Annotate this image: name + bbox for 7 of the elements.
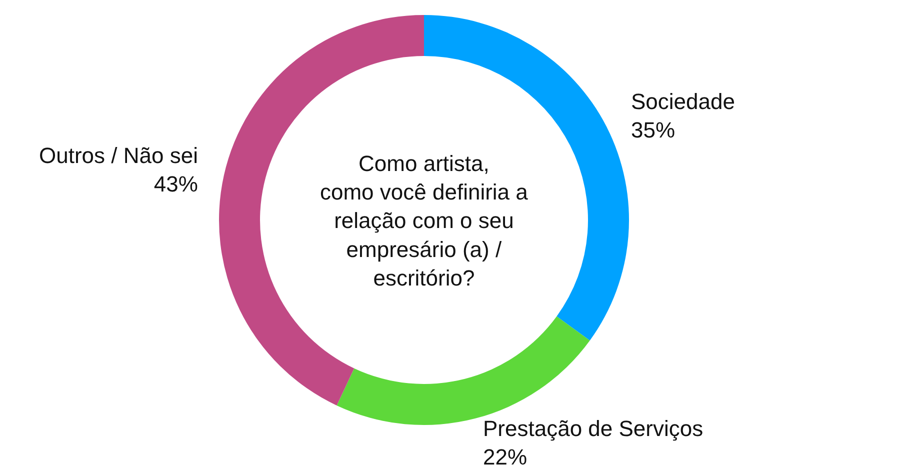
data-label: 22%	[483, 444, 528, 470]
slice-label: Outros / Não sei	[39, 143, 198, 168]
data-label: 35%	[631, 118, 676, 143]
text: Como artista, como você definiria a relação com o seu empresário (a) / escritório?	[320, 151, 529, 290]
slice-label: Prestação de Serviços	[483, 416, 704, 441]
slice-label: Sociedade	[631, 89, 735, 114]
data-label: 43%	[154, 172, 198, 197]
